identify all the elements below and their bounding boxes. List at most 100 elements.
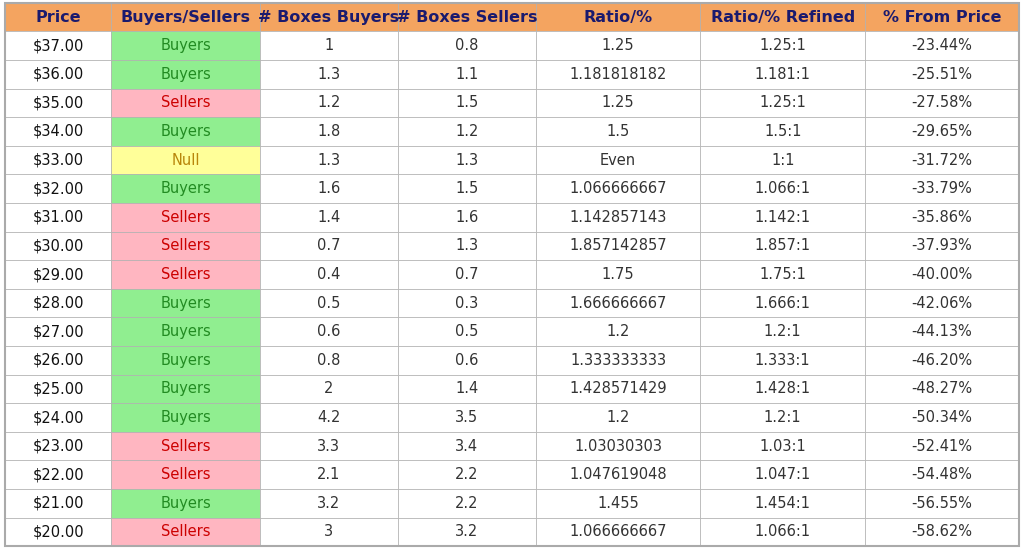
Text: Ratio/%: Ratio/% <box>584 9 652 25</box>
Text: 3.5: 3.5 <box>456 410 478 425</box>
Bar <box>5 175 112 203</box>
Text: 0.5: 0.5 <box>456 324 478 339</box>
Bar <box>536 3 700 31</box>
Text: Buyers: Buyers <box>160 353 211 368</box>
Bar <box>865 461 1019 489</box>
Bar <box>700 317 865 346</box>
Bar <box>260 518 398 546</box>
Bar <box>5 31 112 60</box>
Text: 1.333:1: 1.333:1 <box>755 353 811 368</box>
Bar <box>112 489 260 518</box>
Text: Buyers: Buyers <box>160 382 211 396</box>
Text: Sellers: Sellers <box>161 238 210 254</box>
Bar <box>5 3 112 31</box>
Bar <box>260 432 398 461</box>
Text: 3.4: 3.4 <box>456 439 478 453</box>
Text: % From Price: % From Price <box>883 9 1001 25</box>
Text: Price: Price <box>36 9 81 25</box>
Bar <box>260 146 398 175</box>
Bar <box>865 403 1019 432</box>
Bar <box>112 117 260 146</box>
Text: -23.44%: -23.44% <box>911 38 973 53</box>
Text: -33.79%: -33.79% <box>911 181 973 196</box>
Text: 1.3: 1.3 <box>317 67 340 82</box>
Text: 1.75: 1.75 <box>602 267 635 282</box>
Text: $34.00: $34.00 <box>33 124 84 139</box>
Bar <box>865 489 1019 518</box>
Bar <box>865 175 1019 203</box>
Bar <box>700 31 865 60</box>
Bar <box>398 432 536 461</box>
Bar <box>536 346 700 374</box>
Text: # Boxes Buyers: # Boxes Buyers <box>258 9 399 25</box>
Bar <box>700 374 865 403</box>
Text: 0.4: 0.4 <box>317 267 341 282</box>
Bar <box>112 518 260 546</box>
Bar <box>112 146 260 175</box>
Bar <box>700 403 865 432</box>
Bar <box>260 403 398 432</box>
Text: Sellers: Sellers <box>161 210 210 225</box>
Bar <box>398 146 536 175</box>
Text: 1.857142857: 1.857142857 <box>569 238 667 254</box>
Bar <box>260 31 398 60</box>
Text: Buyers: Buyers <box>160 181 211 196</box>
Bar <box>112 461 260 489</box>
Bar <box>5 60 112 88</box>
Text: 1.3: 1.3 <box>456 153 478 167</box>
Text: 1.428:1: 1.428:1 <box>755 382 811 396</box>
Bar <box>5 117 112 146</box>
Text: 1.6: 1.6 <box>456 210 478 225</box>
Text: Buyers: Buyers <box>160 38 211 53</box>
Bar <box>5 289 112 317</box>
Bar <box>398 317 536 346</box>
Text: Ratio/% Refined: Ratio/% Refined <box>711 9 855 25</box>
Text: -27.58%: -27.58% <box>911 96 973 110</box>
Bar <box>865 31 1019 60</box>
Text: 1.6: 1.6 <box>317 181 341 196</box>
Text: 1.2: 1.2 <box>606 410 630 425</box>
Text: Buyers: Buyers <box>160 496 211 511</box>
Text: -58.62%: -58.62% <box>911 524 973 540</box>
Text: Sellers: Sellers <box>161 467 210 482</box>
Text: Buyers: Buyers <box>160 410 211 425</box>
Bar <box>700 518 865 546</box>
Bar <box>865 289 1019 317</box>
Bar <box>398 117 536 146</box>
Bar <box>536 31 700 60</box>
Text: 1.5: 1.5 <box>456 181 478 196</box>
Text: $24.00: $24.00 <box>33 410 84 425</box>
Text: 1.1: 1.1 <box>456 67 478 82</box>
Bar <box>5 203 112 232</box>
Bar <box>112 346 260 374</box>
Bar <box>536 117 700 146</box>
Text: $33.00: $33.00 <box>33 153 84 167</box>
Bar <box>5 146 112 175</box>
Bar <box>536 203 700 232</box>
Text: 1.8: 1.8 <box>317 124 341 139</box>
Bar <box>865 518 1019 546</box>
Bar <box>865 432 1019 461</box>
Bar <box>260 3 398 31</box>
Text: 0.5: 0.5 <box>317 295 341 311</box>
Bar <box>536 60 700 88</box>
Text: 1.2:1: 1.2:1 <box>764 324 802 339</box>
Bar <box>865 3 1019 31</box>
Text: -54.48%: -54.48% <box>911 467 973 482</box>
Text: -50.34%: -50.34% <box>911 410 973 425</box>
Text: 0.7: 0.7 <box>455 267 478 282</box>
Text: $28.00: $28.00 <box>33 295 84 311</box>
Bar <box>700 461 865 489</box>
Text: 0.8: 0.8 <box>456 38 478 53</box>
Bar <box>398 346 536 374</box>
Bar <box>536 432 700 461</box>
Bar <box>260 232 398 260</box>
Bar <box>536 317 700 346</box>
Text: 2.2: 2.2 <box>455 496 478 511</box>
Text: 3.2: 3.2 <box>317 496 341 511</box>
Text: 1.5: 1.5 <box>456 96 478 110</box>
Text: -42.06%: -42.06% <box>911 295 973 311</box>
Bar <box>536 232 700 260</box>
Bar <box>112 317 260 346</box>
Bar <box>536 489 700 518</box>
